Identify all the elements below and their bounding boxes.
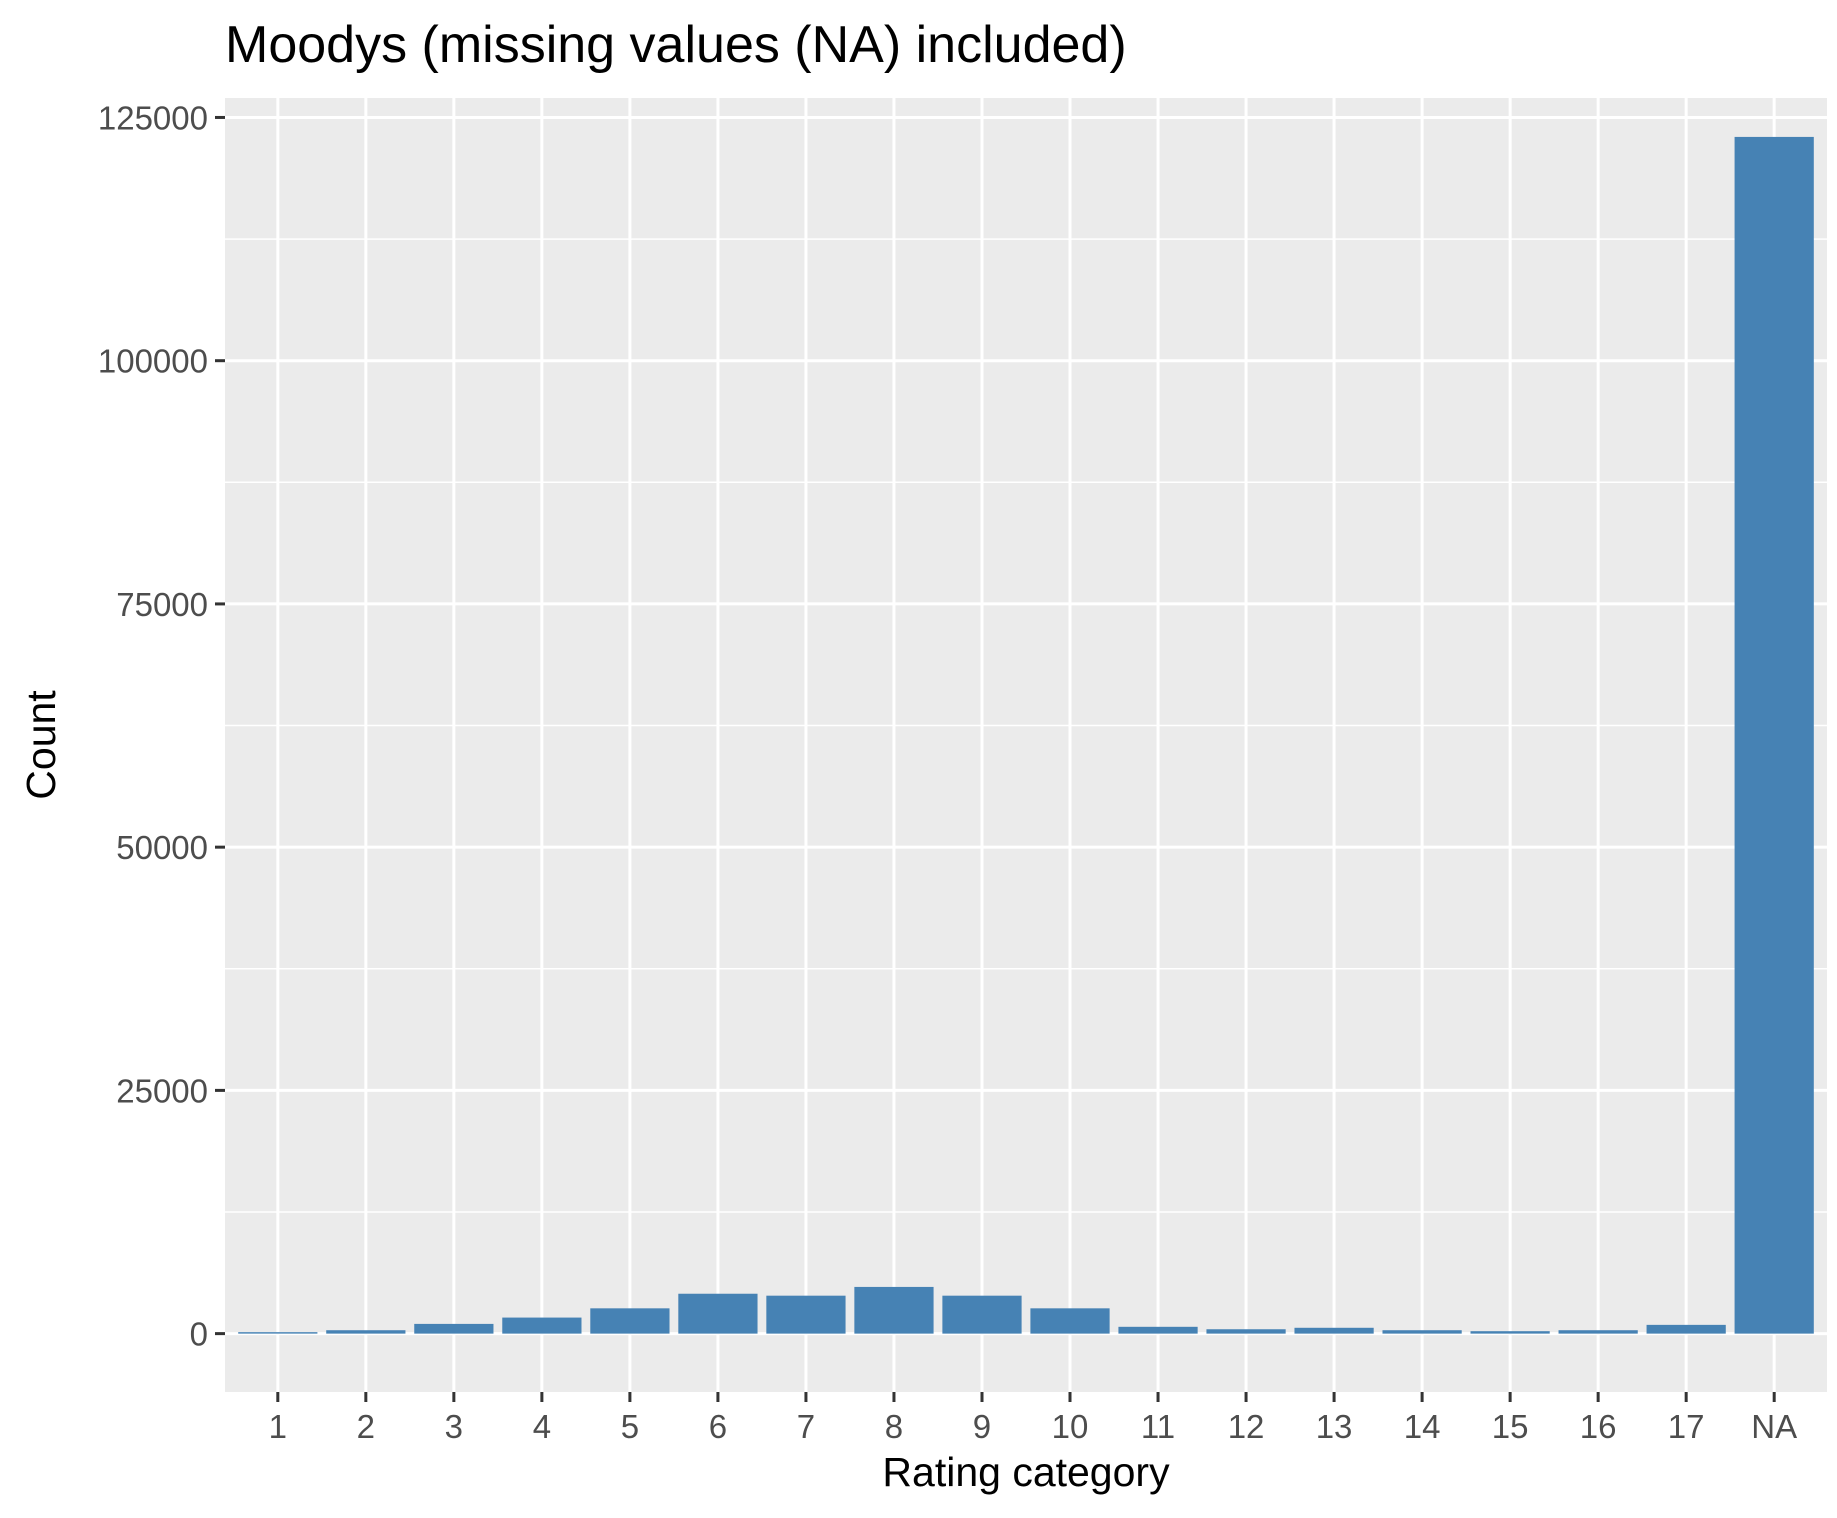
x-tick-label: 9 bbox=[973, 1408, 991, 1445]
x-tick-label: 12 bbox=[1228, 1408, 1265, 1445]
bar-9 bbox=[942, 1295, 1022, 1334]
x-tick-label: NA bbox=[1751, 1408, 1797, 1445]
x-tick-label: 13 bbox=[1316, 1408, 1353, 1445]
y-tick-label: 50000 bbox=[116, 829, 208, 866]
x-tick-label: 14 bbox=[1404, 1408, 1441, 1445]
bar-10 bbox=[1030, 1308, 1110, 1334]
chart-title: Moodys (missing values (NA) included) bbox=[225, 16, 1127, 74]
bar-12 bbox=[1206, 1329, 1286, 1334]
x-tick-label: 1 bbox=[269, 1408, 287, 1445]
x-axis-title: Rating category bbox=[882, 1449, 1170, 1495]
bar-4 bbox=[502, 1317, 582, 1334]
bar-16 bbox=[1558, 1330, 1638, 1334]
x-tick-label: 7 bbox=[797, 1408, 815, 1445]
y-tick-label: 0 bbox=[190, 1316, 208, 1353]
bar-8 bbox=[854, 1286, 934, 1334]
y-axis: 0 25000 50000 75000 100000 125000 bbox=[98, 99, 225, 1353]
x-tick-label: 15 bbox=[1492, 1408, 1529, 1445]
x-tick-label: 8 bbox=[885, 1408, 903, 1445]
x-tick-label: 11 bbox=[1141, 1408, 1175, 1445]
bar-15 bbox=[1470, 1331, 1550, 1334]
y-tick-label: 100000 bbox=[98, 343, 208, 380]
x-tick-label: 5 bbox=[621, 1408, 639, 1445]
x-tick-label: 2 bbox=[357, 1408, 375, 1445]
bar-6 bbox=[678, 1293, 758, 1334]
x-tick-label: 4 bbox=[533, 1408, 551, 1445]
y-tick-label: 125000 bbox=[98, 99, 208, 136]
x-tick-label: 3 bbox=[445, 1408, 463, 1445]
x-axis: 1 2 3 4 5 6 7 8 9 10 11 12 13 14 15 16 17 NA bbox=[269, 1392, 1797, 1445]
bar-17 bbox=[1646, 1324, 1726, 1334]
y-axis-title: Count bbox=[18, 690, 64, 800]
bar-7 bbox=[766, 1295, 846, 1334]
bar-NA bbox=[1734, 136, 1814, 1334]
bar-13 bbox=[1294, 1327, 1374, 1334]
bar-2 bbox=[326, 1330, 406, 1334]
y-tick-label: 25000 bbox=[116, 1072, 208, 1109]
bars bbox=[238, 136, 1814, 1334]
bar-11 bbox=[1118, 1326, 1198, 1334]
bar-1 bbox=[238, 1332, 318, 1334]
plot-panel bbox=[225, 98, 1827, 1392]
bar-14 bbox=[1382, 1330, 1462, 1334]
bar-3 bbox=[414, 1323, 494, 1334]
x-tick-label: 10 bbox=[1052, 1408, 1089, 1445]
y-tick-label: 75000 bbox=[116, 586, 208, 623]
x-tick-label: 6 bbox=[709, 1408, 727, 1445]
minor-gridlines bbox=[225, 238, 1827, 1213]
x-tick-label: 17 bbox=[1668, 1408, 1705, 1445]
x-tick-label: 16 bbox=[1580, 1408, 1617, 1445]
bar-5 bbox=[590, 1308, 670, 1334]
